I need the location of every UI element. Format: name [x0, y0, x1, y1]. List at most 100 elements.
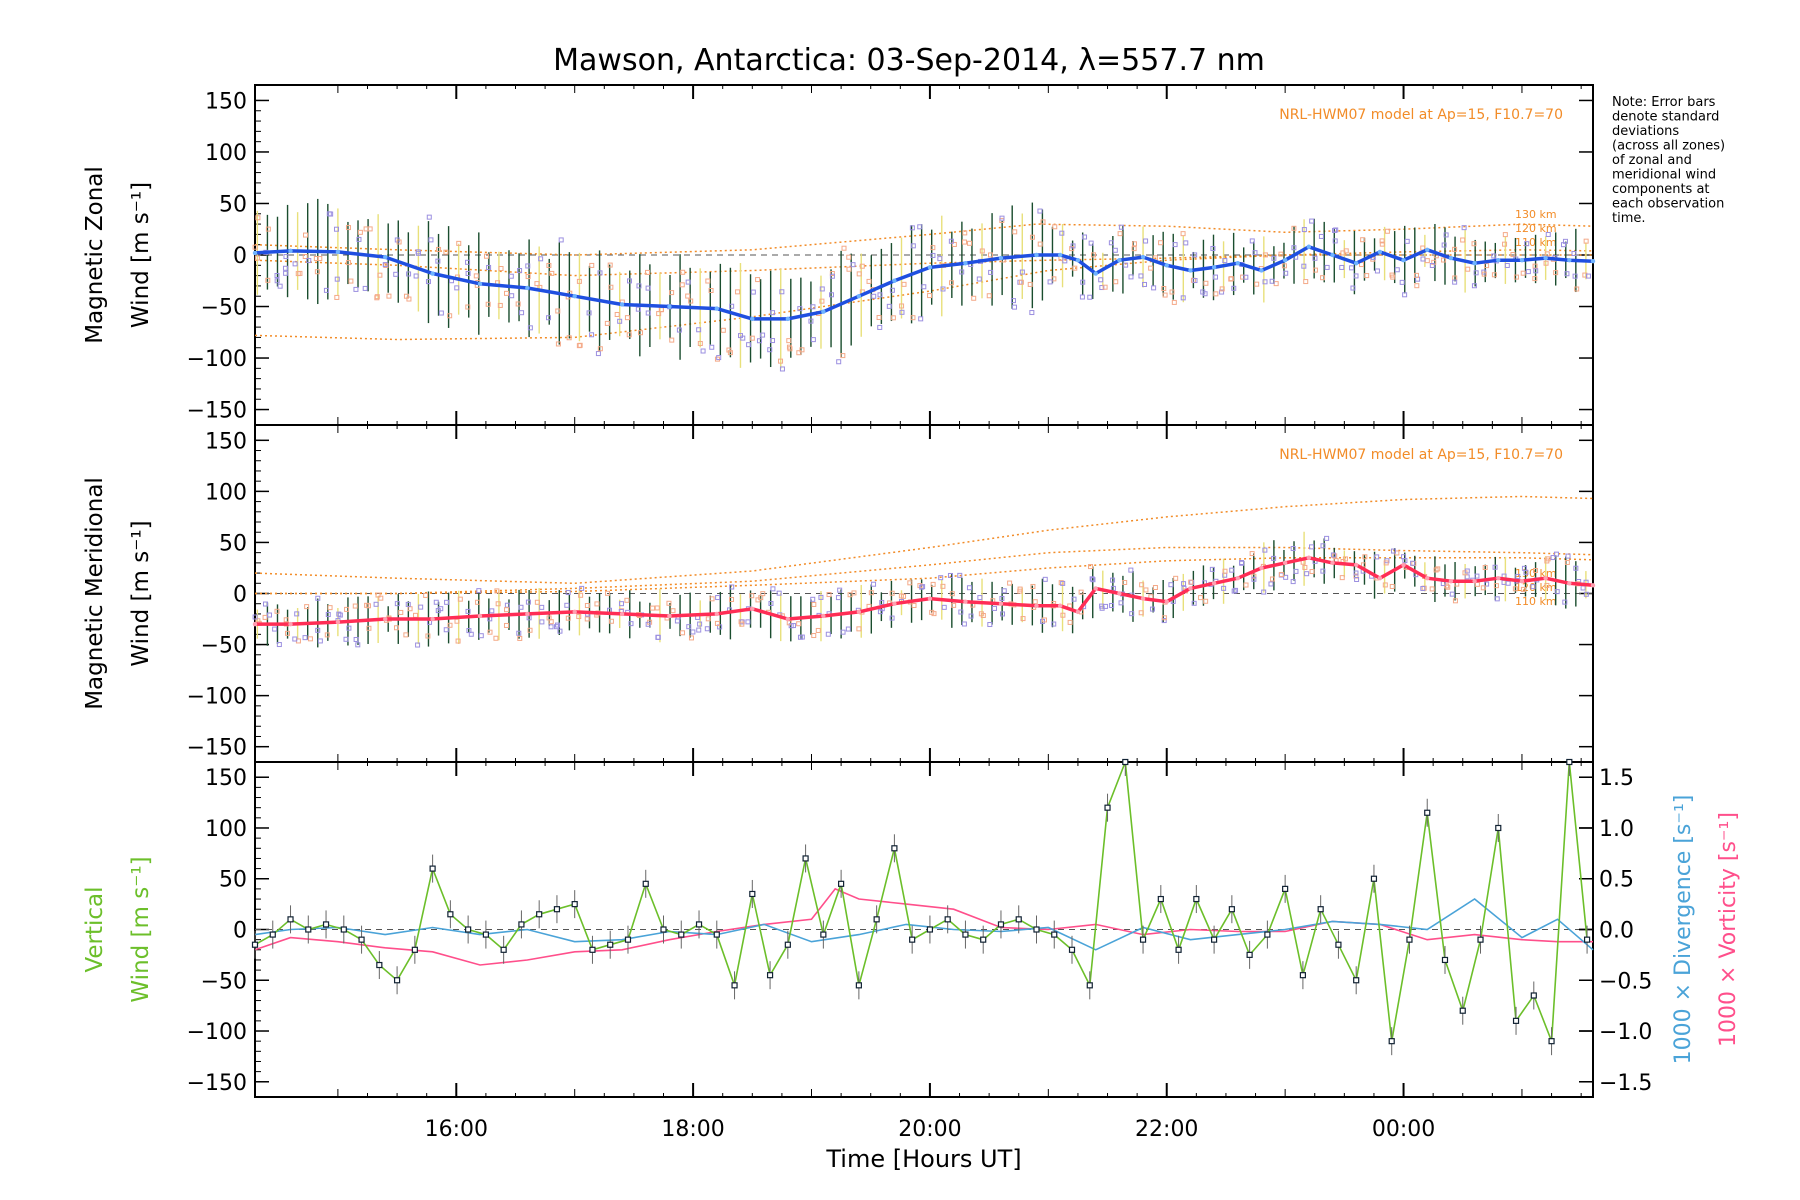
- zone-point: [1481, 271, 1487, 277]
- zone-point: [252, 614, 258, 620]
- zone-point: [276, 642, 282, 648]
- zone-point: [770, 586, 776, 592]
- zone-point: [755, 277, 761, 283]
- vertical-wind-point: [1086, 982, 1093, 989]
- zone-point: [406, 296, 412, 302]
- zone-point: [346, 625, 352, 631]
- zone-point: [645, 285, 651, 291]
- zone-point: [1017, 279, 1023, 285]
- vertical-wind-point: [1282, 885, 1289, 892]
- zone-point: [688, 298, 694, 304]
- mean-wind-point: [1353, 261, 1359, 266]
- vertical-wind-point: [695, 921, 703, 928]
- zone-point: [669, 290, 675, 296]
- vertical-wind-point: [873, 916, 880, 923]
- zone-point: [1293, 568, 1299, 574]
- zone-point: [1492, 564, 1498, 570]
- zone-point: [654, 605, 660, 611]
- vertical-wind-point: [500, 946, 507, 953]
- zone-point: [1494, 596, 1500, 602]
- zone-point: [1161, 618, 1167, 624]
- zone-point: [1131, 246, 1137, 252]
- zone-point: [1532, 263, 1538, 269]
- mean-wind-point: [1567, 257, 1572, 263]
- mean-wind-line: [255, 556, 1594, 626]
- zone-point: [538, 256, 544, 262]
- zone-point: [1158, 240, 1164, 246]
- zone-point: [447, 622, 453, 628]
- zone-point: [1484, 581, 1490, 587]
- zone-point: [497, 302, 503, 308]
- zone-point: [760, 591, 766, 597]
- model-line-130km: [254, 223, 1594, 256]
- zone-point: [589, 332, 595, 338]
- zone-point: [617, 318, 623, 324]
- zone-point: [871, 293, 877, 299]
- zone-point: [1268, 581, 1274, 587]
- zone-point: [456, 240, 462, 246]
- zone-point: [655, 634, 661, 640]
- zone-point: [313, 255, 319, 261]
- zone-point: [797, 306, 803, 312]
- zone-point: [1027, 281, 1033, 287]
- x-tick-label: 00:00: [1372, 1117, 1435, 1142]
- zone-point: [438, 310, 444, 316]
- zone-point: [584, 616, 590, 622]
- zone-point: [868, 590, 874, 596]
- vertical-wind-point: [944, 916, 951, 923]
- zone-point: [436, 246, 442, 252]
- vertical-wind-point: [838, 880, 845, 887]
- zone-point: [326, 211, 332, 217]
- zone-point: [1017, 588, 1023, 594]
- mean-wind-point: [430, 271, 435, 276]
- zone-point: [627, 278, 633, 284]
- zone-point: [1012, 304, 1018, 310]
- mean-wind-point: [1140, 254, 1146, 260]
- zone-point: [1383, 560, 1389, 566]
- zone-point: [1553, 270, 1559, 276]
- zone-point: [1041, 617, 1047, 623]
- mean-wind-point: [1034, 603, 1039, 608]
- zone-point: [986, 293, 992, 299]
- zone-point: [1349, 265, 1355, 271]
- zone-point: [1353, 570, 1359, 576]
- zone-point: [503, 290, 509, 296]
- zone-point: [1112, 247, 1118, 253]
- zone-point: [546, 315, 552, 321]
- zone-point: [987, 252, 993, 258]
- vertical-wind-point: [1335, 941, 1342, 948]
- zone-point: [1318, 233, 1324, 239]
- zone-point: [919, 584, 925, 590]
- zone-point: [1480, 585, 1486, 591]
- zone-point: [1143, 238, 1149, 244]
- zone-point: [786, 338, 792, 344]
- zone-point: [426, 214, 432, 220]
- mean-wind-point: [335, 619, 341, 625]
- zone-point: [948, 280, 954, 286]
- zone-point: [302, 635, 308, 641]
- zone-point: [1515, 573, 1521, 579]
- zone-point: [566, 335, 572, 341]
- mean-wind-point: [288, 248, 293, 254]
- zone-point: [1520, 270, 1526, 276]
- zone-point: [1420, 256, 1426, 262]
- zone-point: [697, 340, 703, 346]
- mean-wind-point: [383, 254, 388, 260]
- zone-point: [1362, 554, 1368, 560]
- divergence-axis-label: 1000 × Divergence [s⁻¹]: [1671, 795, 1696, 1065]
- zone-point: [447, 313, 453, 319]
- zone-point: [1431, 259, 1437, 265]
- zone-point: [555, 341, 561, 347]
- vertical-wind-point: [1122, 758, 1129, 766]
- vertical-wind-point: [429, 865, 436, 872]
- mean-wind-point: [821, 309, 826, 314]
- y-axis-label: Magnetic Zonal: [82, 166, 108, 344]
- zone-point: [1071, 596, 1077, 602]
- zone-point: [274, 273, 280, 279]
- zone-point: [509, 293, 515, 299]
- zone-point: [1088, 240, 1094, 246]
- zone-point: [468, 631, 474, 637]
- mean-wind-point: [572, 609, 577, 615]
- zone-point: [1443, 232, 1449, 238]
